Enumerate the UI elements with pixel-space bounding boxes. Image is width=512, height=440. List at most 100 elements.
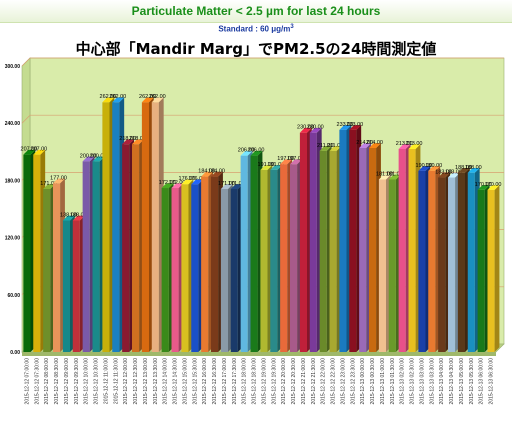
bar [33, 154, 41, 352]
x-tick-label: 2015-12-13 05:30:00 [469, 358, 475, 405]
x-tick-label: 2015-12-13 00:00:00 [360, 358, 366, 405]
bar [62, 220, 70, 352]
bar [53, 183, 61, 352]
bar-top [151, 97, 164, 103]
bar-value-label: 171.00 [40, 181, 57, 187]
x-tick-label: 2015-12-12 08:30:00 [54, 358, 60, 405]
bar-top [92, 156, 105, 162]
bar-value-label: 172.00 [159, 180, 176, 186]
bar [201, 176, 209, 352]
x-tick-label: 2015-12-13 04:00:00 [439, 358, 445, 405]
bar-value-label: 191.00 [267, 162, 284, 168]
x-tick-label: 2015-12-12 11:00:00 [103, 358, 109, 404]
bar [408, 148, 416, 352]
bar-value-label: 207.00 [21, 147, 38, 153]
bar-value-label: 262.00 [149, 94, 166, 100]
x-tick-label: 2015-12-12 12:00:00 [123, 358, 129, 405]
bar-top [72, 215, 85, 221]
x-tick-label: 2015-12-12 19:30:00 [271, 358, 277, 405]
bar [309, 132, 317, 352]
x-tick-label: 2015-12-12 22:30:00 [331, 358, 337, 405]
y-tick-label: 240.00 [5, 121, 21, 127]
bar-top [388, 174, 401, 180]
grid-line-side [21, 57, 31, 67]
bar-top [53, 178, 65, 184]
bar-value-label: 181.00 [386, 171, 403, 177]
bar [191, 184, 199, 352]
bar-top [201, 171, 214, 177]
bar-top [428, 166, 441, 171]
x-tick-label: 2015-12-12 19:00:00 [261, 358, 267, 405]
bar-top [290, 159, 302, 165]
bar-value-label: 177.00 [50, 175, 67, 181]
bar [339, 129, 347, 352]
x-tick-label: 2015-12-13 02:00:00 [400, 358, 406, 405]
x-tick-label: 2015-12-12 20:00:00 [281, 358, 287, 405]
bar-value-label: 213.00 [406, 141, 423, 147]
bar [428, 170, 436, 352]
bar-top [171, 183, 184, 189]
bar-value-label: 211.00 [317, 143, 333, 149]
bar [290, 164, 298, 352]
x-tick-label: 2015-12-12 14:30:00 [173, 358, 179, 405]
bar [92, 161, 100, 352]
bar-value-label: 183.00 [445, 170, 462, 176]
bar-value-label: 233.00 [337, 122, 354, 128]
bar-top [260, 165, 273, 170]
x-tick-label: 2015-12-13 03:00:00 [419, 358, 425, 405]
bar [240, 155, 248, 352]
bar-value-label: 181.00 [376, 171, 393, 177]
x-tick-label: 2015-12-13 01:00:00 [380, 358, 386, 405]
bar [230, 188, 238, 352]
bar-value-label: 138.00 [60, 212, 77, 218]
bar-value-label: 190.00 [416, 163, 433, 169]
bar-top [82, 156, 95, 162]
plot-floor-edge [22, 352, 496, 356]
grid-line-side [21, 114, 31, 124]
y-tick-label: 300.00 [5, 64, 21, 70]
x-tick-label: 2015-12-13 04:30:00 [449, 358, 455, 405]
bar [329, 150, 337, 352]
x-tick-label: 2015-12-13 02:30:00 [410, 358, 416, 405]
bar-top [191, 179, 204, 185]
x-tick-label: 2015-12-12 18:00:00 [242, 358, 248, 405]
bar [220, 188, 228, 352]
bar-value-label: 197.00 [287, 156, 304, 162]
bar-top [378, 174, 391, 180]
bar-top [438, 172, 451, 178]
bar-top [369, 143, 381, 148]
bar [270, 169, 278, 352]
bar-value-label: 207.00 [30, 147, 47, 153]
x-tick-label: 2015-12-12 11:30:00 [113, 358, 119, 404]
bar [211, 176, 219, 352]
x-tick-label: 2015-12-13 01:30:00 [390, 358, 396, 405]
bar-top [250, 150, 263, 156]
y-tick-label: 120.00 [5, 236, 21, 242]
bar [23, 154, 31, 352]
bar [299, 132, 307, 352]
bar [319, 150, 327, 352]
bar-top [299, 127, 312, 133]
x-tick-label: 2015-12-12 13:30:00 [153, 358, 159, 405]
bar-value-label: 211.00 [327, 143, 343, 149]
x-tick-label: 2015-12-12 09:00:00 [64, 358, 70, 405]
bar [457, 172, 465, 352]
bar-value-label: 188.00 [455, 165, 472, 171]
bar-top [487, 185, 500, 190]
x-tick-label: 2015-12-12 13:00:00 [143, 358, 149, 405]
bar-value-label: 206.00 [248, 148, 265, 154]
bar-top [339, 125, 352, 130]
bar-value-label: 200.00 [90, 153, 107, 159]
bar [43, 188, 51, 352]
bar-value-label: 230.00 [307, 125, 324, 131]
x-tick-label: 2015-12-13 06:00:00 [479, 358, 485, 405]
bar [102, 102, 110, 352]
bar-value-label: 184.00 [208, 169, 225, 175]
bar-top [230, 184, 243, 189]
bar-value-label: 230.00 [297, 125, 314, 131]
bar-value-label: 262.00 [100, 94, 117, 100]
bar [112, 102, 120, 352]
bar-value-label: 176.00 [179, 176, 196, 182]
x-tick-label: 2015-12-13 06:30:00 [489, 358, 495, 405]
